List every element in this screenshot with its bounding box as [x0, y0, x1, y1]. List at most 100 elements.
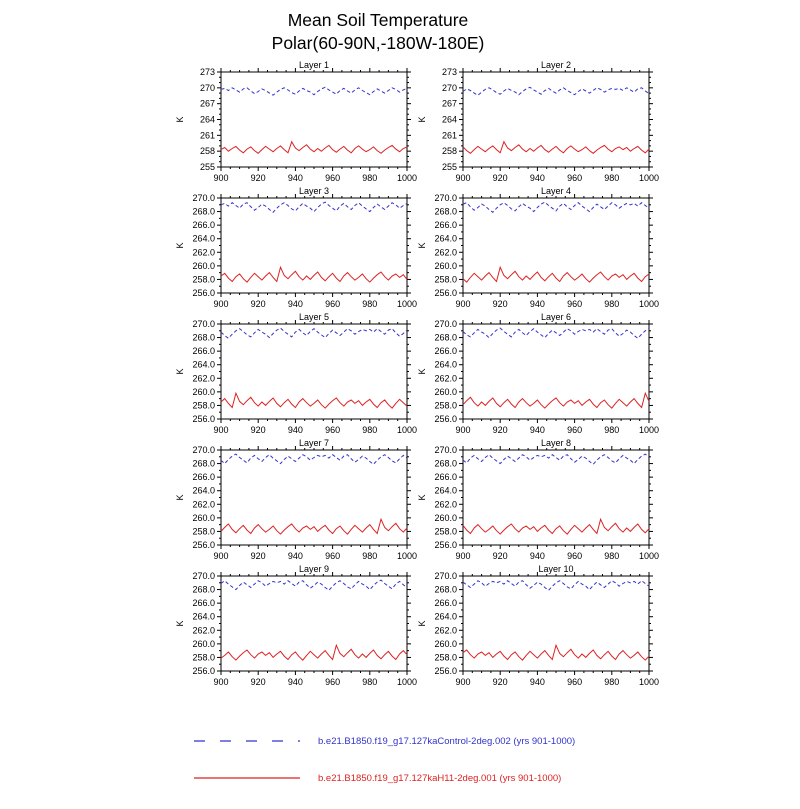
svg-text:920: 920 [493, 299, 508, 309]
svg-text:260.0: 260.0 [434, 261, 457, 271]
svg-text:K: K [175, 116, 185, 122]
svg-text:256.0: 256.0 [192, 414, 215, 424]
svg-text:K: K [417, 368, 427, 374]
svg-text:260.0: 260.0 [192, 639, 215, 649]
page-root: { "title": { "line1": "Mean Soil Tempera… [0, 9, 800, 809]
svg-text:266.0: 266.0 [192, 472, 215, 482]
svg-text:262.0: 262.0 [192, 499, 215, 509]
svg-text:266.0: 266.0 [434, 346, 457, 356]
svg-text:258.0: 258.0 [192, 652, 215, 662]
chart-panel-layer-1: Layer 1 900 920 940 960 980 1000 255 258 261 264 26… [171, 59, 417, 185]
svg-text:940: 940 [288, 425, 303, 435]
svg-text:258.0: 258.0 [192, 274, 215, 284]
svg-text:1000: 1000 [397, 677, 417, 687]
svg-text:266.0: 266.0 [434, 220, 457, 230]
svg-text:267: 267 [200, 99, 215, 109]
svg-text:1000: 1000 [397, 173, 417, 183]
svg-text:K: K [175, 620, 185, 626]
svg-text:268.0: 268.0 [192, 333, 215, 343]
svg-text:980: 980 [604, 299, 619, 309]
svg-text:960: 960 [567, 299, 582, 309]
legend-label-control: b.e21.B1850.f19_g17.127kaControl-2deg.00… [318, 735, 576, 747]
svg-text:260.0: 260.0 [434, 639, 457, 649]
legend-label-h11: b.e21.B1850.f19_g17.127kaH11-2deg.001 (y… [318, 772, 562, 784]
svg-text:Layer 5: Layer 5 [299, 312, 329, 322]
svg-text:266.0: 266.0 [434, 472, 457, 482]
svg-text:1000: 1000 [639, 551, 659, 561]
svg-text:920: 920 [493, 173, 508, 183]
chart-panel-layer-10: Layer 10 900 920 940 960 980 1000 256.0 258.0 260… [413, 563, 659, 689]
chart-panel-layer-5: Layer 5 900 920 940 960 980 1000 256.0 258.0 260.… [171, 311, 417, 437]
svg-text:980: 980 [604, 551, 619, 561]
svg-text:960: 960 [325, 173, 340, 183]
svg-text:268.0: 268.0 [192, 459, 215, 469]
svg-text:270.0: 270.0 [192, 319, 215, 329]
svg-text:K: K [175, 494, 185, 500]
svg-text:260.0: 260.0 [434, 513, 457, 523]
svg-text:1000: 1000 [639, 299, 659, 309]
svg-text:268.0: 268.0 [192, 585, 215, 595]
chart-panel-layer-9: Layer 9 900 920 940 960 980 1000 256.0 258.0 260.… [171, 563, 417, 689]
svg-text:266.0: 266.0 [192, 346, 215, 356]
svg-text:K: K [417, 620, 427, 626]
svg-text:900: 900 [213, 173, 228, 183]
title-line-2: Polar(60-90N,-180W-180E) [271, 33, 485, 53]
dashed-line-sample [194, 740, 300, 742]
svg-text:266.0: 266.0 [192, 598, 215, 608]
svg-text:267: 267 [442, 99, 457, 109]
legend-item-h11: b.e21.B1850.f19_g17.127kaH11-2deg.001 (y… [192, 772, 800, 784]
svg-text:258.0: 258.0 [434, 400, 457, 410]
svg-text:262.0: 262.0 [434, 373, 457, 383]
svg-text:900: 900 [213, 677, 228, 687]
svg-text:256.0: 256.0 [192, 288, 215, 298]
svg-text:960: 960 [567, 425, 582, 435]
svg-text:268.0: 268.0 [434, 333, 457, 343]
svg-text:264.0: 264.0 [192, 234, 215, 244]
svg-text:900: 900 [455, 299, 470, 309]
svg-text:Layer 3: Layer 3 [299, 186, 329, 196]
svg-text:960: 960 [567, 551, 582, 561]
svg-text:920: 920 [251, 299, 266, 309]
svg-text:268.0: 268.0 [434, 207, 457, 217]
svg-text:270.0: 270.0 [192, 571, 215, 581]
svg-text:960: 960 [325, 425, 340, 435]
svg-text:268.0: 268.0 [192, 207, 215, 217]
svg-text:266.0: 266.0 [192, 220, 215, 230]
svg-text:980: 980 [362, 551, 377, 561]
legend: b.e21.B1850.f19_g17.127kaControl-2deg.00… [192, 735, 800, 784]
svg-text:260.0: 260.0 [192, 513, 215, 523]
chart-panel-layer-2: Layer 2 900 920 940 960 980 1000 255 258 261 264 26… [413, 59, 659, 185]
svg-text:258: 258 [200, 146, 215, 156]
svg-text:980: 980 [362, 173, 377, 183]
chart-panel-layer-3: Layer 3 900 920 940 960 980 1000 256.0 258.0 260.… [171, 185, 417, 311]
svg-text:262.0: 262.0 [192, 373, 215, 383]
svg-text:1000: 1000 [639, 425, 659, 435]
svg-text:Layer 8: Layer 8 [541, 438, 571, 448]
svg-text:980: 980 [362, 299, 377, 309]
svg-text:920: 920 [251, 173, 266, 183]
svg-text:268.0: 268.0 [434, 459, 457, 469]
svg-text:260.0: 260.0 [192, 261, 215, 271]
svg-text:900: 900 [455, 677, 470, 687]
page-title: Mean Soil Temperature Polar(60-90N,-180W… [0, 9, 778, 55]
chart-panel-layer-6: Layer 6 900 920 940 960 980 1000 256.0 258.0 260.… [413, 311, 659, 437]
charts-grid: Layer 1 900 920 940 960 980 1000 255 258 261 264 26… [171, 59, 659, 689]
svg-text:264.0: 264.0 [192, 612, 215, 622]
svg-text:1000: 1000 [397, 425, 417, 435]
svg-text:256.0: 256.0 [192, 540, 215, 550]
svg-text:270.0: 270.0 [192, 193, 215, 203]
svg-text:980: 980 [604, 425, 619, 435]
svg-text:940: 940 [530, 299, 545, 309]
chart-panel-layer-4: Layer 4 900 920 940 960 980 1000 256.0 258.0 260.… [413, 185, 659, 311]
svg-text:K: K [175, 368, 185, 374]
svg-text:920: 920 [493, 551, 508, 561]
svg-text:960: 960 [567, 173, 582, 183]
svg-text:261: 261 [200, 130, 215, 140]
svg-text:920: 920 [251, 425, 266, 435]
svg-text:980: 980 [362, 677, 377, 687]
svg-text:K: K [417, 242, 427, 248]
svg-text:262.0: 262.0 [434, 499, 457, 509]
svg-text:960: 960 [567, 677, 582, 687]
svg-text:1000: 1000 [639, 173, 659, 183]
svg-text:264.0: 264.0 [434, 234, 457, 244]
